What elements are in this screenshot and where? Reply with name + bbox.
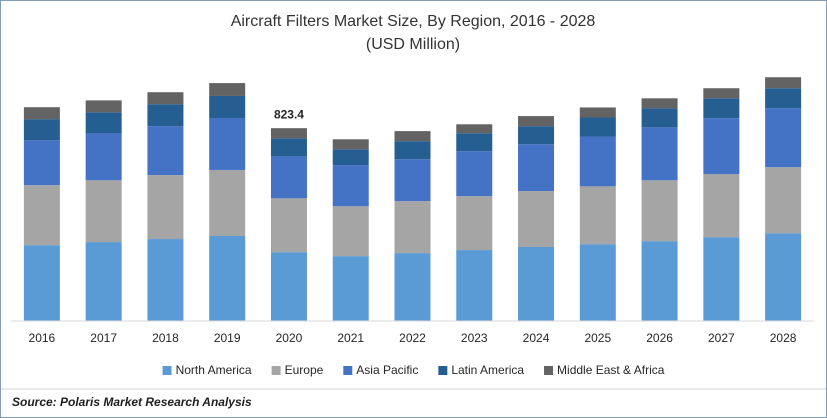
bar-segment (703, 98, 740, 119)
bar-segment (518, 247, 555, 321)
bar-segment (147, 92, 184, 105)
legend-label: Asia Pacific (356, 363, 418, 377)
legend-label: Latin America (451, 363, 524, 377)
bar-segment (147, 104, 184, 127)
bar-segment (518, 126, 555, 145)
bar-segment (456, 196, 493, 251)
bar-segment (23, 119, 60, 141)
legend-swatch (343, 366, 353, 375)
bar-segment (270, 198, 307, 253)
legend-label: North America (176, 363, 252, 377)
bar-segment (456, 133, 493, 152)
bar-segment (23, 140, 60, 186)
bar-segment (147, 126, 184, 176)
x-tick-label: 2020 (276, 331, 303, 345)
bar-segment (518, 191, 555, 248)
bar-segment (703, 118, 740, 175)
bar-segment (209, 117, 246, 170)
bar-segment (703, 237, 740, 321)
bar-segment (85, 242, 122, 321)
x-tick-label: 2017 (90, 331, 117, 345)
legend-swatch (544, 366, 554, 375)
x-tick-label: 2016 (29, 331, 56, 345)
bar-segment (332, 165, 369, 207)
bar-segment (765, 88, 802, 109)
bar-segment (518, 116, 555, 127)
bar-segment (23, 245, 60, 321)
bar-segment (332, 139, 369, 150)
bar-segment (147, 239, 184, 321)
legend-swatch (271, 366, 281, 375)
bar-segment (270, 128, 307, 139)
bar-segment (332, 206, 369, 257)
bar-segment (209, 235, 246, 321)
bar-segment (703, 88, 740, 99)
x-tick-label: 2023 (461, 331, 488, 345)
x-tick-label: 2018 (152, 331, 179, 345)
bar-segment (641, 108, 678, 128)
bar-segment (394, 141, 431, 160)
bar-segment (579, 244, 616, 321)
bar-segment (394, 253, 431, 321)
bar-segment (456, 151, 493, 197)
bar-segment (85, 112, 122, 134)
bar-segment (23, 185, 60, 246)
bar-segment (641, 127, 678, 181)
x-tick-label: 2028 (770, 331, 797, 345)
bar-segment (394, 159, 431, 202)
bar-segment (641, 98, 678, 109)
bar-segment (703, 174, 740, 238)
bar-segment (765, 233, 802, 321)
legend-label: Europe (285, 363, 324, 377)
chart-title: Aircraft Filters Market Size, By Region,… (231, 13, 596, 30)
bar-segment (209, 95, 246, 118)
bar-segment (641, 180, 678, 242)
bar-segment (209, 83, 246, 96)
bar-segment (147, 175, 184, 240)
x-tick-label: 2025 (584, 331, 611, 345)
bar-segment (85, 180, 122, 243)
x-tick-label: 2027 (708, 331, 735, 345)
bar-segment (270, 156, 307, 199)
x-tick-label: 2019 (214, 331, 241, 345)
legend-swatch (438, 366, 448, 375)
bar-segment (270, 252, 307, 321)
bar-segment (332, 256, 369, 321)
bar-segment (641, 241, 678, 321)
bar-segment (394, 131, 431, 142)
bar-segment (85, 133, 122, 181)
bar-segment (23, 107, 60, 120)
bar-segment (209, 169, 246, 236)
bar-segment (579, 136, 616, 187)
chart-subtitle: (USD Million) (366, 36, 460, 53)
bar-segment (579, 107, 616, 118)
bar-segment (579, 117, 616, 137)
x-tick-label: 2022 (399, 331, 426, 345)
bar-segment (332, 149, 369, 166)
x-tick-label: 2021 (337, 331, 364, 345)
bar-segment (456, 250, 493, 321)
x-tick-label: 2024 (523, 331, 550, 345)
legend-label: Middle East & Africa (557, 363, 665, 377)
bar-segment (518, 144, 555, 192)
source: Source: Polaris Market Research Analysis (12, 395, 252, 409)
bar-segment (579, 186, 616, 245)
bar-segment (85, 100, 122, 113)
legend-swatch (162, 366, 172, 375)
bar-segment (765, 167, 802, 234)
bar-segment (765, 108, 802, 168)
bar-segment (765, 77, 802, 89)
data-label: 823.4 (274, 107, 304, 121)
x-tick-label: 2026 (646, 331, 673, 345)
bar-segment (456, 124, 493, 134)
bar-segment (270, 138, 307, 157)
bar-segment (394, 201, 431, 254)
